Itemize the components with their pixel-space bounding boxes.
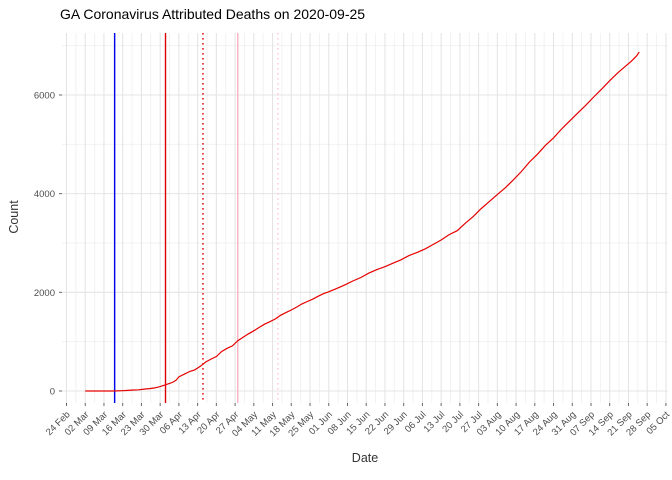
chart-title: GA Coronavirus Attributed Deaths on 2020… (60, 6, 366, 22)
svg-text:4000: 4000 (34, 189, 55, 200)
axis-ticks (59, 94, 667, 406)
y-axis-title: Count (7, 200, 21, 234)
x-axis-title: Date (351, 451, 379, 465)
grid-minor (62, 33, 668, 403)
grid-major (62, 33, 668, 403)
svg-text:2000: 2000 (34, 288, 55, 299)
svg-text:0: 0 (50, 387, 55, 398)
y-tick-labels: 0 2000 4000 6000 (34, 90, 55, 397)
svg-text:6000: 6000 (34, 90, 55, 101)
deaths-line (85, 51, 640, 392)
